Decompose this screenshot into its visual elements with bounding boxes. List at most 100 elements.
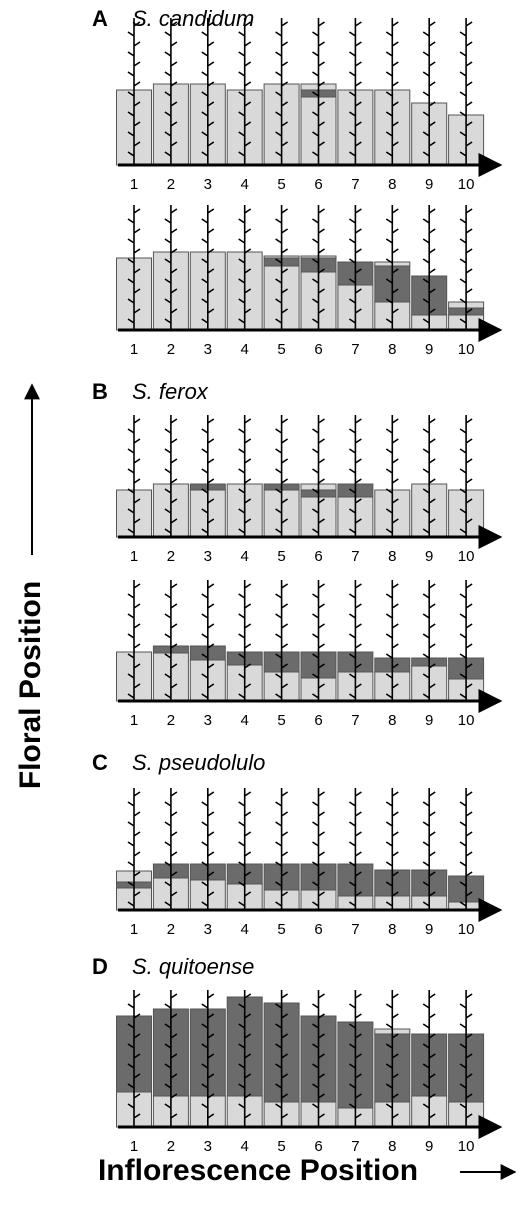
x-tick-label: 9 (425, 1138, 433, 1155)
inflorescence-stem (275, 415, 289, 537)
x-tick-label: 7 (351, 921, 359, 938)
inflorescence-stem (201, 415, 215, 537)
x-tick-label: 8 (388, 176, 396, 193)
inflorescence-stem (127, 580, 141, 701)
x-tick-label: 2 (167, 921, 175, 938)
x-tick-label: 10 (458, 921, 475, 938)
panel-title: S. candidum (132, 6, 254, 31)
inflorescence-stem (164, 18, 178, 165)
x-tick-label: 9 (425, 712, 433, 729)
inflorescence-stem (422, 990, 436, 1127)
inflorescence-stem (164, 990, 178, 1127)
inflorescence-stem (127, 205, 141, 330)
x-axis-label: Inflorescence Position (98, 1154, 418, 1187)
x-tick-label: 8 (388, 341, 396, 358)
x-tick-label: 7 (351, 341, 359, 358)
x-tick-label: 4 (241, 1138, 249, 1155)
inflorescence-stem (348, 990, 362, 1127)
x-tick-label: 6 (314, 176, 322, 193)
x-tick-label: 3 (204, 1138, 212, 1155)
inflorescence-stem (201, 205, 215, 330)
inflorescence-stem (459, 580, 473, 701)
panel-title: S. quitoense (132, 954, 254, 979)
x-tick-label: 8 (388, 921, 396, 938)
inflorescence-stem (275, 990, 289, 1127)
inflorescence-stem (127, 18, 141, 165)
inflorescence-stem (385, 788, 399, 910)
inflorescence-stem (312, 990, 325, 1127)
x-tick-label: 5 (277, 548, 285, 565)
inflorescence-stem (422, 415, 436, 537)
x-tick-label: 10 (458, 341, 475, 358)
x-tick-label: 1 (130, 712, 138, 729)
x-tick-label: 1 (130, 921, 138, 938)
panel-title: S. pseudolulo (132, 750, 265, 775)
inflorescence-stem (422, 580, 436, 701)
inflorescence-stem (201, 990, 215, 1127)
x-tick-label: 6 (314, 1138, 322, 1155)
x-tick-label: 9 (425, 548, 433, 565)
inflorescence-stem (127, 788, 141, 910)
inflorescence-stem (201, 788, 215, 910)
x-tick-label: 1 (130, 1138, 138, 1155)
x-tick-label: 6 (314, 341, 322, 358)
x-tick-label: 5 (277, 921, 285, 938)
inflorescence-stem (312, 580, 325, 701)
x-tick-label: 4 (241, 176, 249, 193)
x-tick-label: 10 (458, 176, 475, 193)
inflorescence-stem (312, 415, 325, 537)
x-tick-label: 8 (388, 548, 396, 565)
inflorescence-stem (348, 205, 362, 330)
x-tick-label: 7 (351, 712, 359, 729)
inflorescence-stem (385, 990, 399, 1127)
x-tick-label: 9 (425, 176, 433, 193)
inflorescence-stem (348, 580, 362, 701)
x-tick-label: 1 (130, 176, 138, 193)
inflorescence-stem (201, 18, 215, 165)
inflorescence-stem (164, 580, 178, 701)
x-tick-label: 6 (314, 921, 322, 938)
x-tick-label: 9 (425, 921, 433, 938)
x-tick-label: 5 (277, 341, 285, 358)
inflorescence-stem (385, 580, 399, 701)
inflorescence-stem (385, 18, 399, 165)
inflorescence-stem (275, 205, 289, 330)
inflorescence-stem (164, 415, 178, 537)
x-tick-label: 1 (130, 548, 138, 565)
inflorescence-stem (348, 18, 362, 165)
inflorescence-stem (201, 580, 215, 701)
inflorescence-stem (348, 415, 362, 537)
x-tick-label: 5 (277, 176, 285, 193)
y-axis-label: Floral Position (14, 581, 47, 789)
inflorescence-stem (275, 788, 289, 910)
x-tick-label: 4 (241, 341, 249, 358)
panel-label: C (92, 750, 108, 775)
x-tick-label: 6 (314, 712, 322, 729)
inflorescence-stem (459, 415, 473, 537)
x-tick-label: 10 (458, 1138, 475, 1155)
x-tick-label: 3 (204, 548, 212, 565)
x-tick-label: 6 (314, 548, 322, 565)
x-tick-label: 5 (277, 1138, 285, 1155)
inflorescence-stem (459, 990, 473, 1127)
inflorescence-stem (164, 205, 178, 330)
x-tick-label: 3 (204, 341, 212, 358)
panel-label: A (92, 6, 108, 31)
x-tick-label: 9 (425, 341, 433, 358)
inflorescence-stem (238, 18, 252, 165)
x-tick-label: 2 (167, 1138, 175, 1155)
inflorescence-stem (459, 205, 473, 330)
panel-label: B (92, 379, 108, 404)
inflorescence-stem (275, 18, 289, 165)
inflorescence-stem (348, 788, 362, 910)
inflorescence-stem (164, 788, 178, 910)
inflorescence-stem (127, 415, 141, 537)
panel-label: D (92, 954, 108, 979)
inflorescence-stem (238, 205, 252, 330)
inflorescence-stem (275, 580, 289, 701)
x-tick-label: 3 (204, 176, 212, 193)
x-tick-label: 7 (351, 1138, 359, 1155)
x-tick-label: 3 (204, 712, 212, 729)
x-tick-label: 4 (241, 548, 249, 565)
